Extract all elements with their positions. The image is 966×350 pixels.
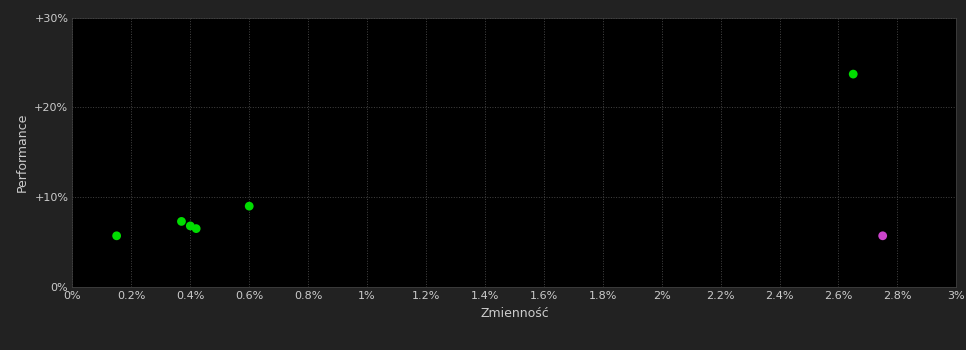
Point [109, 233, 125, 239]
Y-axis label: Performance: Performance [15, 113, 29, 192]
Point [188, 226, 204, 231]
Point [174, 219, 189, 224]
Point [845, 71, 861, 77]
Point [183, 223, 198, 229]
X-axis label: Zmienność: Zmienność [480, 307, 549, 320]
Point [875, 233, 891, 239]
Point [242, 203, 257, 209]
